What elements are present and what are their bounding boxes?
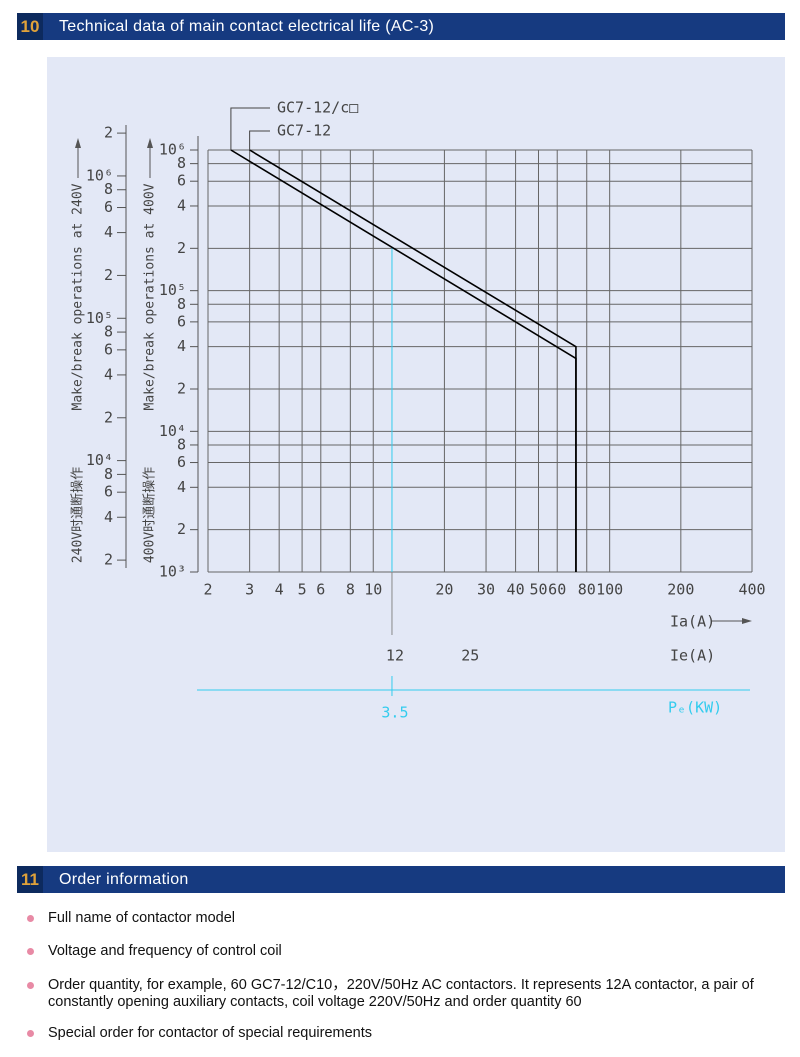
x-tick-label: 3 <box>245 581 254 599</box>
y2-tick-label: 10⁵ <box>86 309 113 327</box>
x-tick-label: 5 <box>298 581 307 599</box>
y2-tick-label: 2 <box>104 124 113 142</box>
x-tick-label: 40 <box>507 581 525 599</box>
order-item-text: Voltage and frequency of control coil <box>48 943 282 959</box>
y2-tick-label: 10⁶ <box>86 166 113 184</box>
x-tick-label: 50 <box>529 581 547 599</box>
ie-tick-label: 12 <box>386 647 404 665</box>
y2-tick-label: 8 <box>104 323 113 341</box>
order-item-text: Full name of contactor model <box>48 910 235 926</box>
y-tick-label: 2 <box>177 239 186 257</box>
y2-tick-label: 4 <box>104 365 113 383</box>
bullet <box>27 1030 34 1037</box>
x-tick-label: 200 <box>667 581 694 599</box>
y-tick-label: 2 <box>177 379 186 397</box>
y-tick-label: 10⁴ <box>159 422 186 440</box>
bullet <box>27 982 34 989</box>
y-tick-label: 8 <box>177 154 186 172</box>
x-tick-label: 400 <box>738 581 765 599</box>
y-tick-label: 2 <box>177 520 186 538</box>
y-tick-label: 4 <box>177 478 186 496</box>
section-header: 11 Order information <box>17 866 785 893</box>
series-line <box>249 149 577 572</box>
y2-tick-label: 2 <box>104 266 113 284</box>
arrow-head <box>742 618 752 624</box>
pe-label: Pₑ(KW) <box>668 699 722 717</box>
x-tick-label: 20 <box>435 581 453 599</box>
bullet <box>27 915 34 922</box>
x-tick-label: 60 <box>548 581 566 599</box>
order-item-text: Special order for contactor of special r… <box>48 1025 372 1041</box>
y2-tick-label: 8 <box>104 180 113 198</box>
y-tick-label: 4 <box>177 337 186 355</box>
section-title: Technical data of main contact electrica… <box>59 18 435 35</box>
series-label: GC7-12/c□ <box>277 99 358 117</box>
leader-line <box>249 130 270 150</box>
y-tick-label: 10³ <box>159 563 186 581</box>
y2-tick-label: 2 <box>104 408 113 426</box>
arrow-head <box>147 138 153 148</box>
y-label: Make/break operations at 400V <box>143 183 158 410</box>
y-tick-label: 6 <box>177 312 186 330</box>
order-item: Order quantity, for example, 60 GC7-12/C… <box>27 977 788 1011</box>
order-item-text: Order quantity, for example, 60 GC7-12/C… <box>48 977 754 1010</box>
y-label-cn: 400V时通断操作 <box>142 467 158 563</box>
section-number: 11 <box>17 866 43 893</box>
y2-tick-label: 2 <box>104 551 113 569</box>
pe-tick-label: 3.5 <box>381 704 408 722</box>
y2-tick-label: 6 <box>104 198 113 216</box>
section-title: Order information <box>59 871 189 888</box>
arrow-head <box>75 138 81 148</box>
y-tick-label: 8 <box>177 435 186 453</box>
ie-tick-label: 25 <box>461 647 479 665</box>
bullet <box>27 948 34 955</box>
leader-line <box>230 107 270 150</box>
x-tick-label: 6 <box>316 581 325 599</box>
x-tick-label: 80 <box>578 581 596 599</box>
x-tick-label: 8 <box>346 581 355 599</box>
x-label-2: Ie(A) <box>670 647 715 665</box>
x-tick-label: 4 <box>275 581 284 599</box>
y2-tick-label: 6 <box>104 340 113 358</box>
y-tick-label: 10⁶ <box>159 141 186 159</box>
order-item: Special order for contactor of special r… <box>27 1025 788 1042</box>
x-tick-label: 100 <box>596 581 623 599</box>
order-item: Voltage and frequency of control coil <box>27 943 788 960</box>
x-label: Ia(A) <box>670 613 715 631</box>
x-tick-label: 30 <box>477 581 495 599</box>
x-tick-label: 10 <box>364 581 382 599</box>
y-tick-label: 8 <box>177 295 186 313</box>
y2-label: Make/break operations at 240V <box>71 183 86 410</box>
series-label: GC7-12 <box>277 122 331 140</box>
y2-tick-label: 8 <box>104 465 113 483</box>
y2-label-cn: 240V时通断操作 <box>70 467 86 563</box>
y-tick-label: 6 <box>177 172 186 190</box>
x-tick-label: 2 <box>203 581 212 599</box>
chart: 2 3 4 5 6 8 10 20 30 40 50 60 80 100 200 40010⁶864210⁵8… <box>47 57 785 852</box>
y-tick-label: 10⁵ <box>159 281 186 299</box>
section-number: 10 <box>17 13 43 40</box>
y-tick-label: 6 <box>177 453 186 471</box>
y-tick-label: 4 <box>177 196 186 214</box>
y2-tick-label: 6 <box>104 483 113 501</box>
order-item: Full name of contactor model <box>27 910 788 927</box>
y2-tick-label: 4 <box>104 223 113 241</box>
chart-panel <box>47 57 785 852</box>
y2-tick-label: 10⁴ <box>86 451 113 469</box>
y2-tick-label: 4 <box>104 508 113 526</box>
section-header: 10 Technical data of main contact electri… <box>17 13 785 40</box>
